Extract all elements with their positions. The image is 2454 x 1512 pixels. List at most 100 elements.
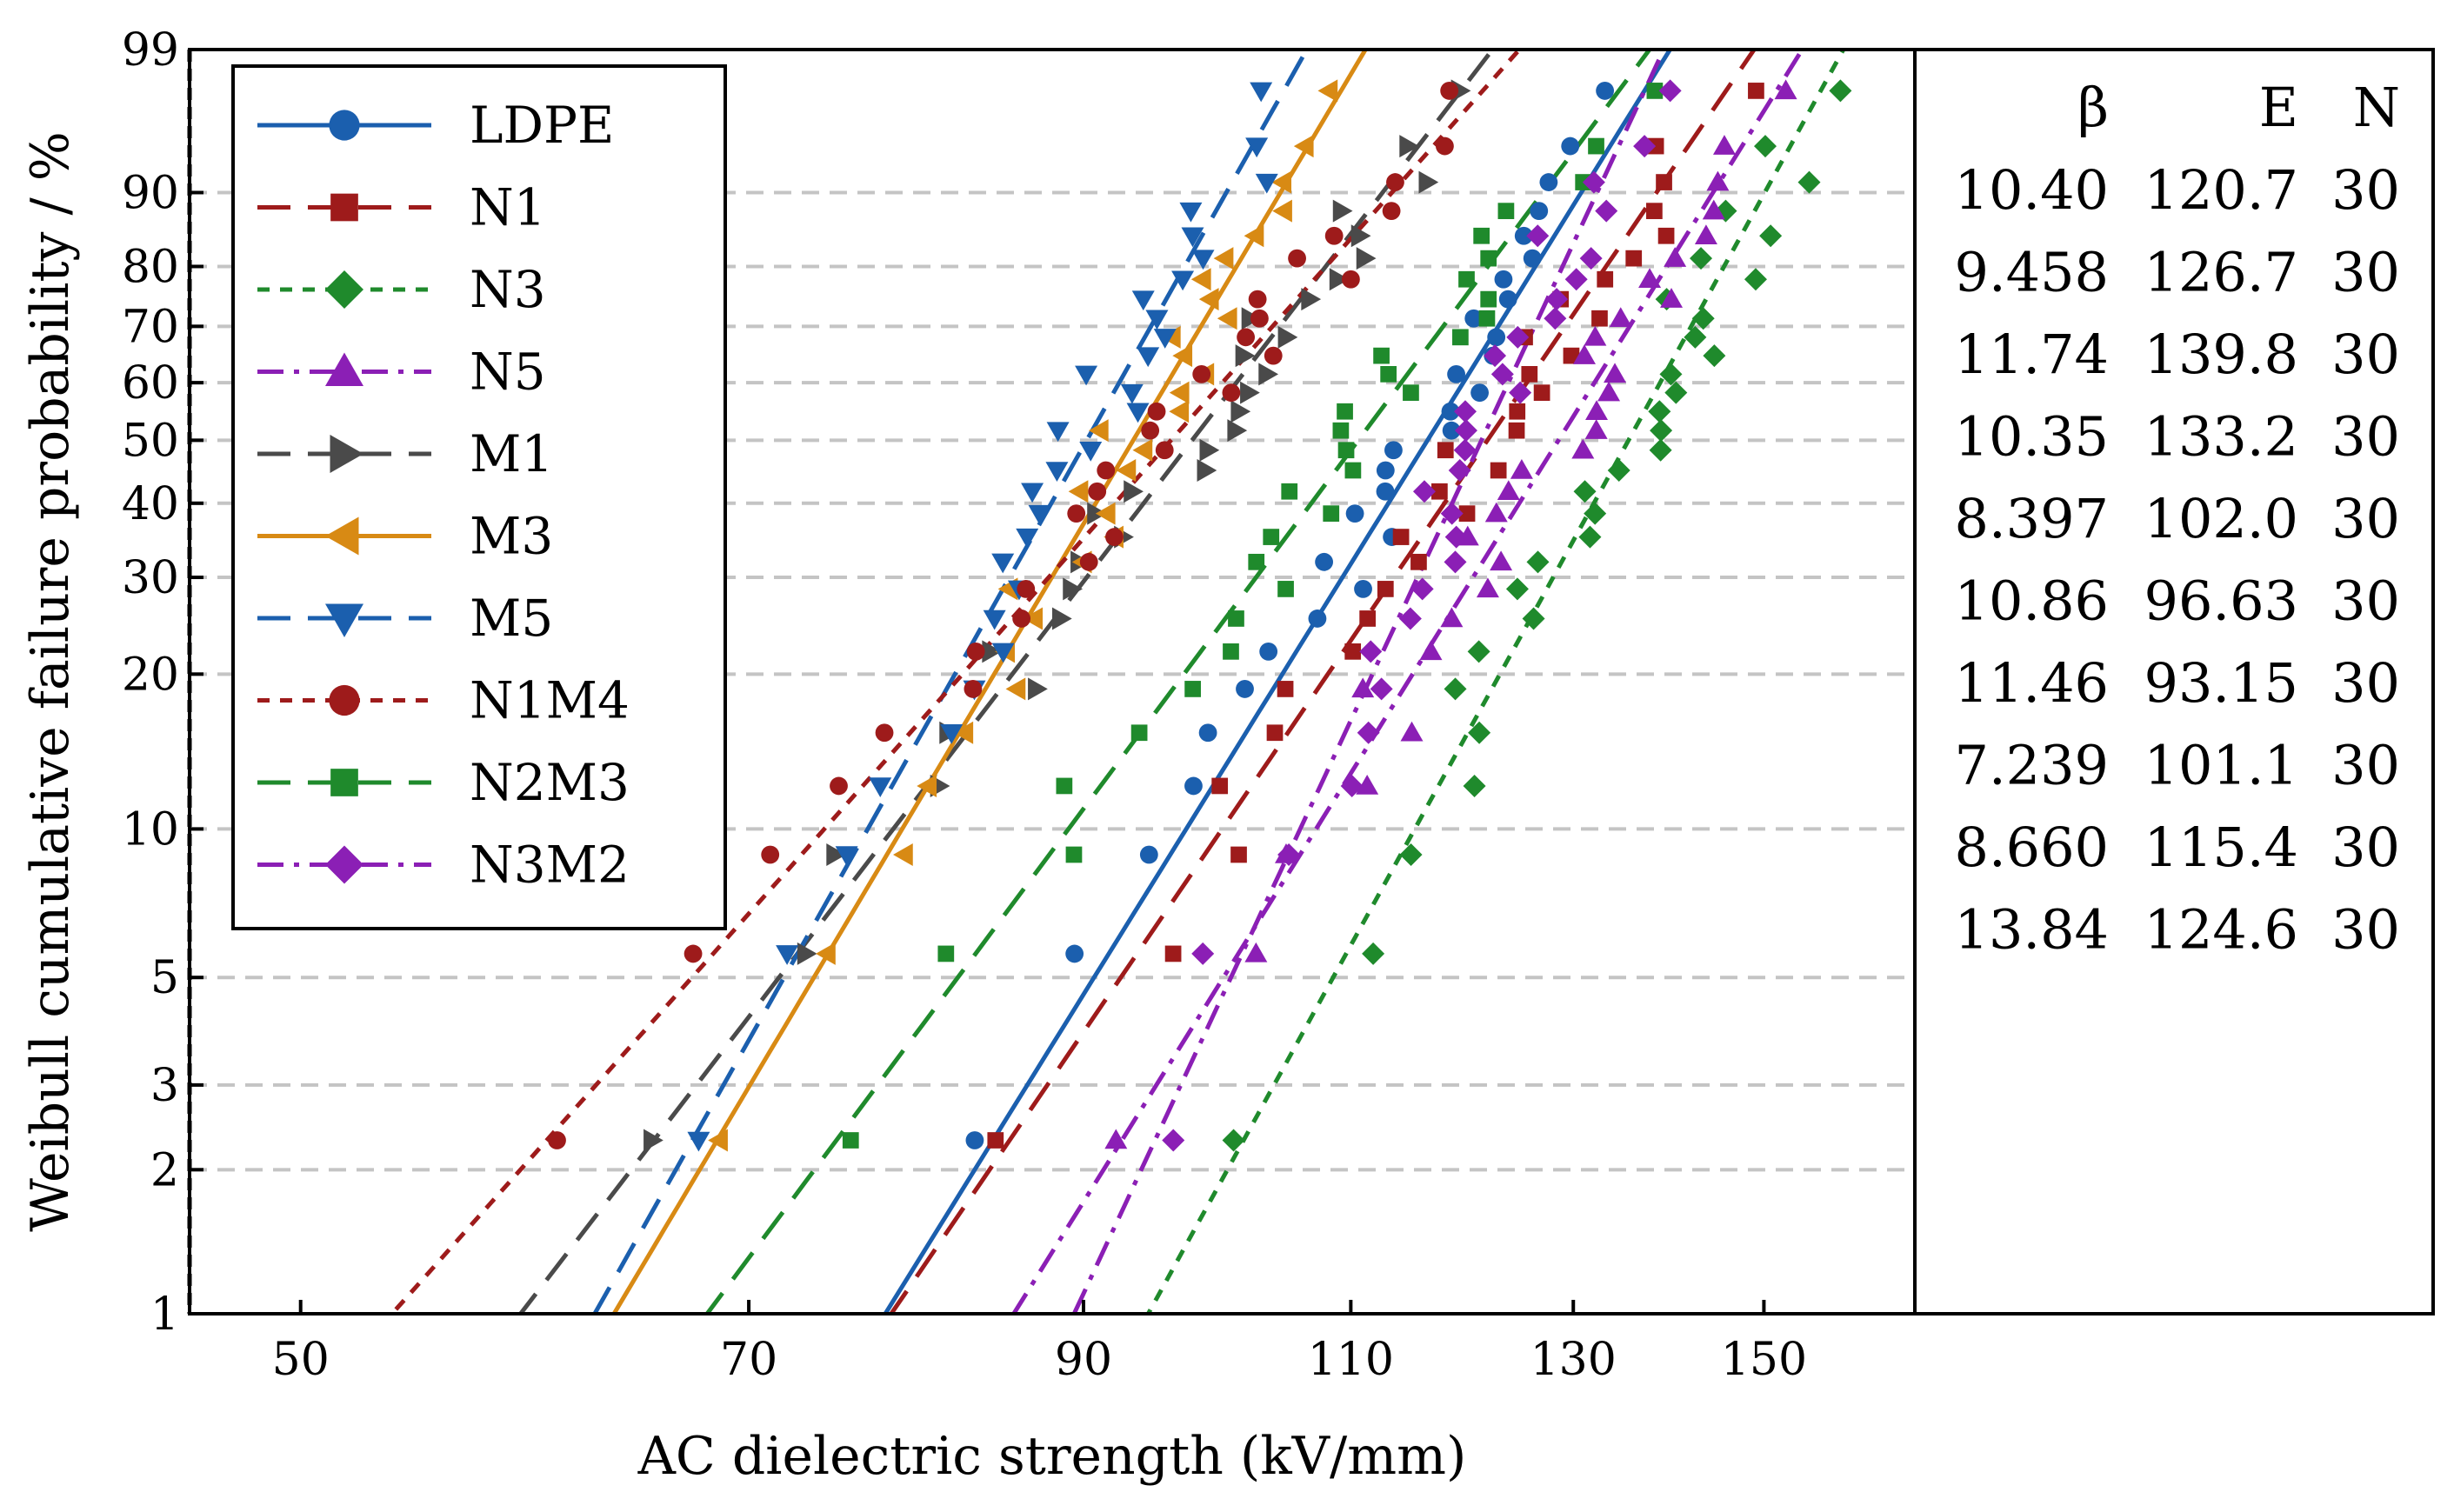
points-ldpe bbox=[965, 82, 1615, 1149]
data-point bbox=[1131, 290, 1155, 311]
table-row: 7.239 101.1 30 bbox=[1955, 734, 2401, 797]
points-n5 bbox=[1104, 79, 1797, 1149]
data-point bbox=[1514, 226, 1533, 245]
data-point bbox=[1317, 79, 1338, 103]
data-point bbox=[1169, 400, 1190, 423]
data-point bbox=[1591, 310, 1608, 327]
y-tick-label: 70 bbox=[122, 301, 179, 353]
x-tick-label: 90 bbox=[1055, 1334, 1112, 1386]
data-point bbox=[917, 774, 937, 797]
data-point bbox=[1063, 577, 1084, 601]
data-point bbox=[1056, 777, 1073, 795]
data-point bbox=[1595, 199, 1618, 223]
data-point bbox=[1068, 480, 1089, 503]
data-point bbox=[1308, 609, 1327, 628]
legend: LDPE N1 N3 N5 M1 M3 M5 N1M4 N2M3 N3M2 bbox=[231, 64, 727, 930]
data-point bbox=[1329, 268, 1350, 291]
data-point bbox=[1323, 505, 1340, 523]
table-row: 13.84 124.6 30 bbox=[1955, 898, 2401, 962]
data-point bbox=[1288, 249, 1306, 268]
legend-item-ldpe: LDPE bbox=[257, 96, 614, 155]
fit-line-n2m3 bbox=[704, 50, 1652, 1314]
data-point bbox=[1079, 552, 1098, 571]
data-point bbox=[1521, 365, 1538, 383]
table-cell: 10.40 bbox=[1955, 158, 2110, 222]
data-point bbox=[1104, 1129, 1128, 1149]
data-point bbox=[1248, 290, 1267, 309]
table-row: 10.86 96.63 30 bbox=[1955, 569, 2401, 633]
x-tick-label: 70 bbox=[720, 1334, 777, 1386]
data-point bbox=[1473, 227, 1490, 244]
data-point bbox=[965, 1131, 984, 1149]
data-point bbox=[1744, 268, 1767, 291]
legend-marker bbox=[330, 193, 358, 222]
data-point bbox=[1095, 502, 1116, 525]
data-point bbox=[1344, 462, 1362, 479]
data-point bbox=[1545, 288, 1569, 311]
data-point bbox=[1478, 310, 1496, 327]
data-point bbox=[1399, 843, 1423, 866]
data-point bbox=[1403, 384, 1419, 402]
y-tick-label: 10 bbox=[122, 803, 179, 856]
data-point bbox=[1340, 774, 1364, 797]
data-point bbox=[1690, 247, 1713, 270]
legend-marker bbox=[325, 352, 363, 386]
data-point bbox=[1584, 502, 1607, 525]
data-point bbox=[1222, 1129, 1245, 1152]
data-point bbox=[1484, 344, 1507, 368]
data-point bbox=[1237, 328, 1255, 347]
points-m1 bbox=[644, 79, 1471, 1152]
fit-line-n1 bbox=[888, 50, 1757, 1314]
data-point bbox=[1139, 845, 1158, 864]
data-point bbox=[1444, 677, 1467, 701]
data-point bbox=[1088, 419, 1109, 443]
data-point bbox=[1510, 458, 1533, 479]
legend-marker bbox=[325, 516, 359, 556]
data-point bbox=[1490, 550, 1513, 571]
data-point bbox=[1227, 419, 1248, 443]
legend-label: N5 bbox=[470, 343, 546, 402]
data-point bbox=[1497, 203, 1515, 220]
data-point bbox=[1480, 290, 1497, 308]
table-cell: 96.63 bbox=[2144, 569, 2299, 633]
data-point bbox=[1656, 174, 1672, 190]
points-n3 bbox=[1222, 79, 1852, 1152]
data-point bbox=[1301, 288, 1322, 311]
data-point bbox=[1359, 640, 1383, 663]
table-row: 11.46 93.15 30 bbox=[1955, 651, 2401, 715]
data-point bbox=[776, 945, 799, 965]
table-header: E bbox=[2259, 76, 2298, 139]
data-point bbox=[1132, 438, 1153, 462]
data-point bbox=[1436, 137, 1454, 156]
data-point bbox=[1694, 224, 1717, 245]
table-cell: 30 bbox=[2331, 651, 2400, 715]
data-point bbox=[982, 640, 1003, 663]
data-point bbox=[1691, 307, 1715, 330]
table-row: 11.74 139.8 30 bbox=[1955, 323, 2401, 386]
data-point bbox=[1248, 553, 1265, 570]
x-tick-label: 110 bbox=[1308, 1334, 1394, 1386]
table-cell: 30 bbox=[2331, 734, 2400, 797]
legend-marker bbox=[330, 435, 363, 473]
data-point bbox=[1198, 288, 1219, 311]
data-point bbox=[1712, 135, 1736, 155]
data-point bbox=[1646, 83, 1664, 99]
data-point bbox=[1398, 607, 1422, 630]
data-point bbox=[1588, 137, 1604, 155]
data-point bbox=[1191, 942, 1215, 965]
legend-item-n5: N5 bbox=[257, 343, 546, 402]
table-cell: 10.35 bbox=[1955, 405, 2110, 469]
data-point bbox=[1463, 774, 1486, 797]
data-point bbox=[1324, 226, 1344, 245]
data-point bbox=[1235, 344, 1256, 368]
data-point bbox=[1065, 944, 1084, 963]
data-point bbox=[1509, 381, 1532, 404]
legend-item-m5: M5 bbox=[257, 589, 553, 648]
y-axis-title: Weibull cumulative failure probability /… bbox=[20, 131, 81, 1232]
data-point bbox=[1431, 483, 1448, 500]
data-points bbox=[548, 79, 1852, 1152]
table-cell: 120.7 bbox=[2144, 158, 2299, 222]
data-point bbox=[835, 846, 858, 866]
data-point bbox=[1250, 82, 1273, 103]
